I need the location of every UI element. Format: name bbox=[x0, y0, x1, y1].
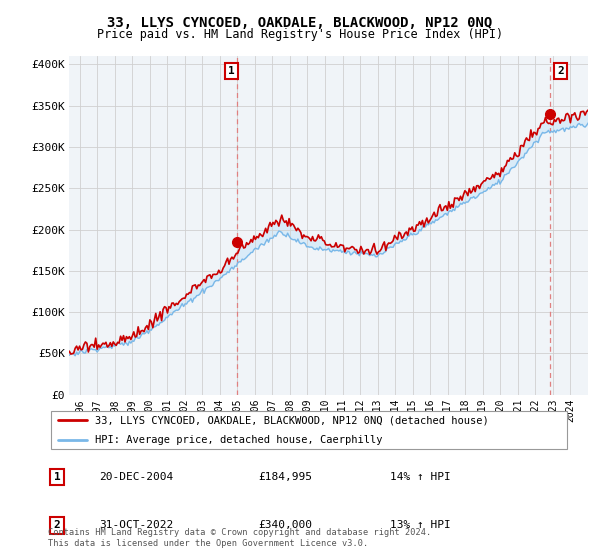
Text: 1: 1 bbox=[53, 472, 61, 482]
Text: 13% ↑ HPI: 13% ↑ HPI bbox=[390, 520, 451, 530]
Text: £340,000: £340,000 bbox=[258, 520, 312, 530]
Text: 2: 2 bbox=[53, 520, 61, 530]
Text: 20-DEC-2004: 20-DEC-2004 bbox=[99, 472, 173, 482]
Text: 33, LLYS CYNCOED, OAKDALE, BLACKWOOD, NP12 0NQ: 33, LLYS CYNCOED, OAKDALE, BLACKWOOD, NP… bbox=[107, 16, 493, 30]
Text: 31-OCT-2022: 31-OCT-2022 bbox=[99, 520, 173, 530]
Text: Contains HM Land Registry data © Crown copyright and database right 2024.
This d: Contains HM Land Registry data © Crown c… bbox=[48, 528, 431, 548]
Text: 1: 1 bbox=[228, 66, 235, 76]
Text: 14% ↑ HPI: 14% ↑ HPI bbox=[390, 472, 451, 482]
Text: HPI: Average price, detached house, Caerphilly: HPI: Average price, detached house, Caer… bbox=[95, 435, 382, 445]
Text: £184,995: £184,995 bbox=[258, 472, 312, 482]
FancyBboxPatch shape bbox=[50, 411, 568, 449]
Text: 33, LLYS CYNCOED, OAKDALE, BLACKWOOD, NP12 0NQ (detached house): 33, LLYS CYNCOED, OAKDALE, BLACKWOOD, NP… bbox=[95, 415, 489, 425]
Text: Price paid vs. HM Land Registry's House Price Index (HPI): Price paid vs. HM Land Registry's House … bbox=[97, 28, 503, 41]
Text: 2: 2 bbox=[557, 66, 564, 76]
